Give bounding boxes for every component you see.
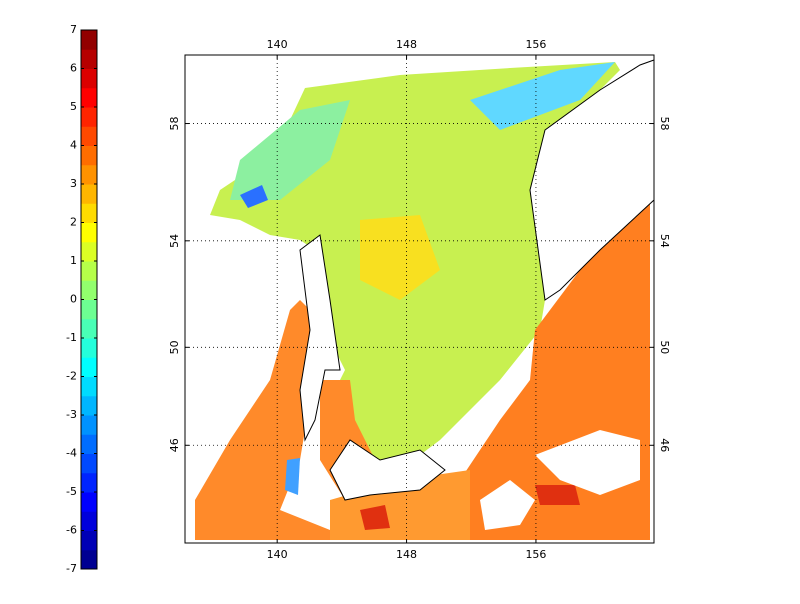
y-tick-label: 50 [168,340,181,354]
land [299,59,655,501]
field-hole [535,430,640,495]
colorbar-tick-label: -7 [66,562,77,575]
field-patch [535,485,580,505]
y-tick-label: 46 [168,438,181,452]
colorbar-tick-label: -3 [66,408,77,421]
field-patch [230,100,350,200]
colorbar-level [81,549,97,570]
field-patch [360,215,440,300]
colorbar-level [81,530,97,551]
colorbar-level [81,492,97,512]
colorbar-level [81,376,97,397]
colorbar-level [81,453,97,474]
colorbar-tick-label: 6 [70,62,77,75]
colorbar-tick-label: 5 [70,100,77,113]
colorbar-level [81,511,97,531]
colorbar-tick-label: 0 [70,293,77,306]
x-tick-label: 156 [525,38,546,51]
y-tick-label: 58 [658,117,671,131]
colorbar-level [81,107,97,127]
field-patch [240,185,268,208]
colorbar-level [81,472,97,493]
colorbar-level [81,299,97,320]
colorbar-level [81,318,97,339]
colorbar-level [81,68,97,89]
colorbar-level [81,222,97,243]
japan-sea-field [195,300,330,540]
y-tick-label: 58 [168,117,181,131]
map-frame [184,54,655,544]
colorbar-level [81,145,97,166]
colorbar-tick-label: -6 [66,524,77,537]
colorbar-level [81,184,97,204]
colorbar-level [81,87,97,108]
x-tick-label: 156 [525,548,546,561]
colorbar-level [81,434,97,454]
sakhalin [299,234,341,442]
colorbar-tick-label: -2 [66,370,77,383]
colorbar-level [81,280,97,300]
y-tick-label: 46 [658,438,671,452]
x-tick-label: 140 [267,548,288,561]
x-tick-label: 148 [396,548,417,561]
colorbar-tick-label: 1 [70,254,77,267]
colorbar-level [81,357,97,377]
colorbar-level [81,415,97,435]
x-tick-label: 148 [396,38,417,51]
colorbar-level [81,241,97,262]
y-tick-label: 54 [658,234,671,248]
colorbar-tick-label: 4 [70,139,77,152]
colorbar-level [81,126,97,146]
colorbar-tick-label: 3 [70,177,77,190]
field-patch [360,505,390,530]
colorbar-tick-label: -1 [66,331,77,344]
colorbar-tick-label: 7 [70,23,77,36]
colorbar-level [81,164,97,185]
colorbar-level [81,30,97,50]
colorbar-level [81,395,97,416]
field-hole [480,480,535,530]
y-tick-label: 54 [168,234,181,248]
hokkaido [329,439,446,501]
colorbar-tick-label: -5 [66,485,77,498]
x-tick-label: 140 [267,38,288,51]
colorbar-level [81,49,97,69]
colorbar-level [81,338,97,358]
field-patch [470,62,615,130]
colorbar-tick-label: -4 [66,447,77,460]
colorbar-level [81,261,97,281]
kamchatka [529,59,655,301]
field-patch [285,458,300,495]
y-tick-label: 50 [658,340,671,354]
colorbar-level [81,203,97,223]
colorbar-tick-label: 2 [70,216,77,229]
